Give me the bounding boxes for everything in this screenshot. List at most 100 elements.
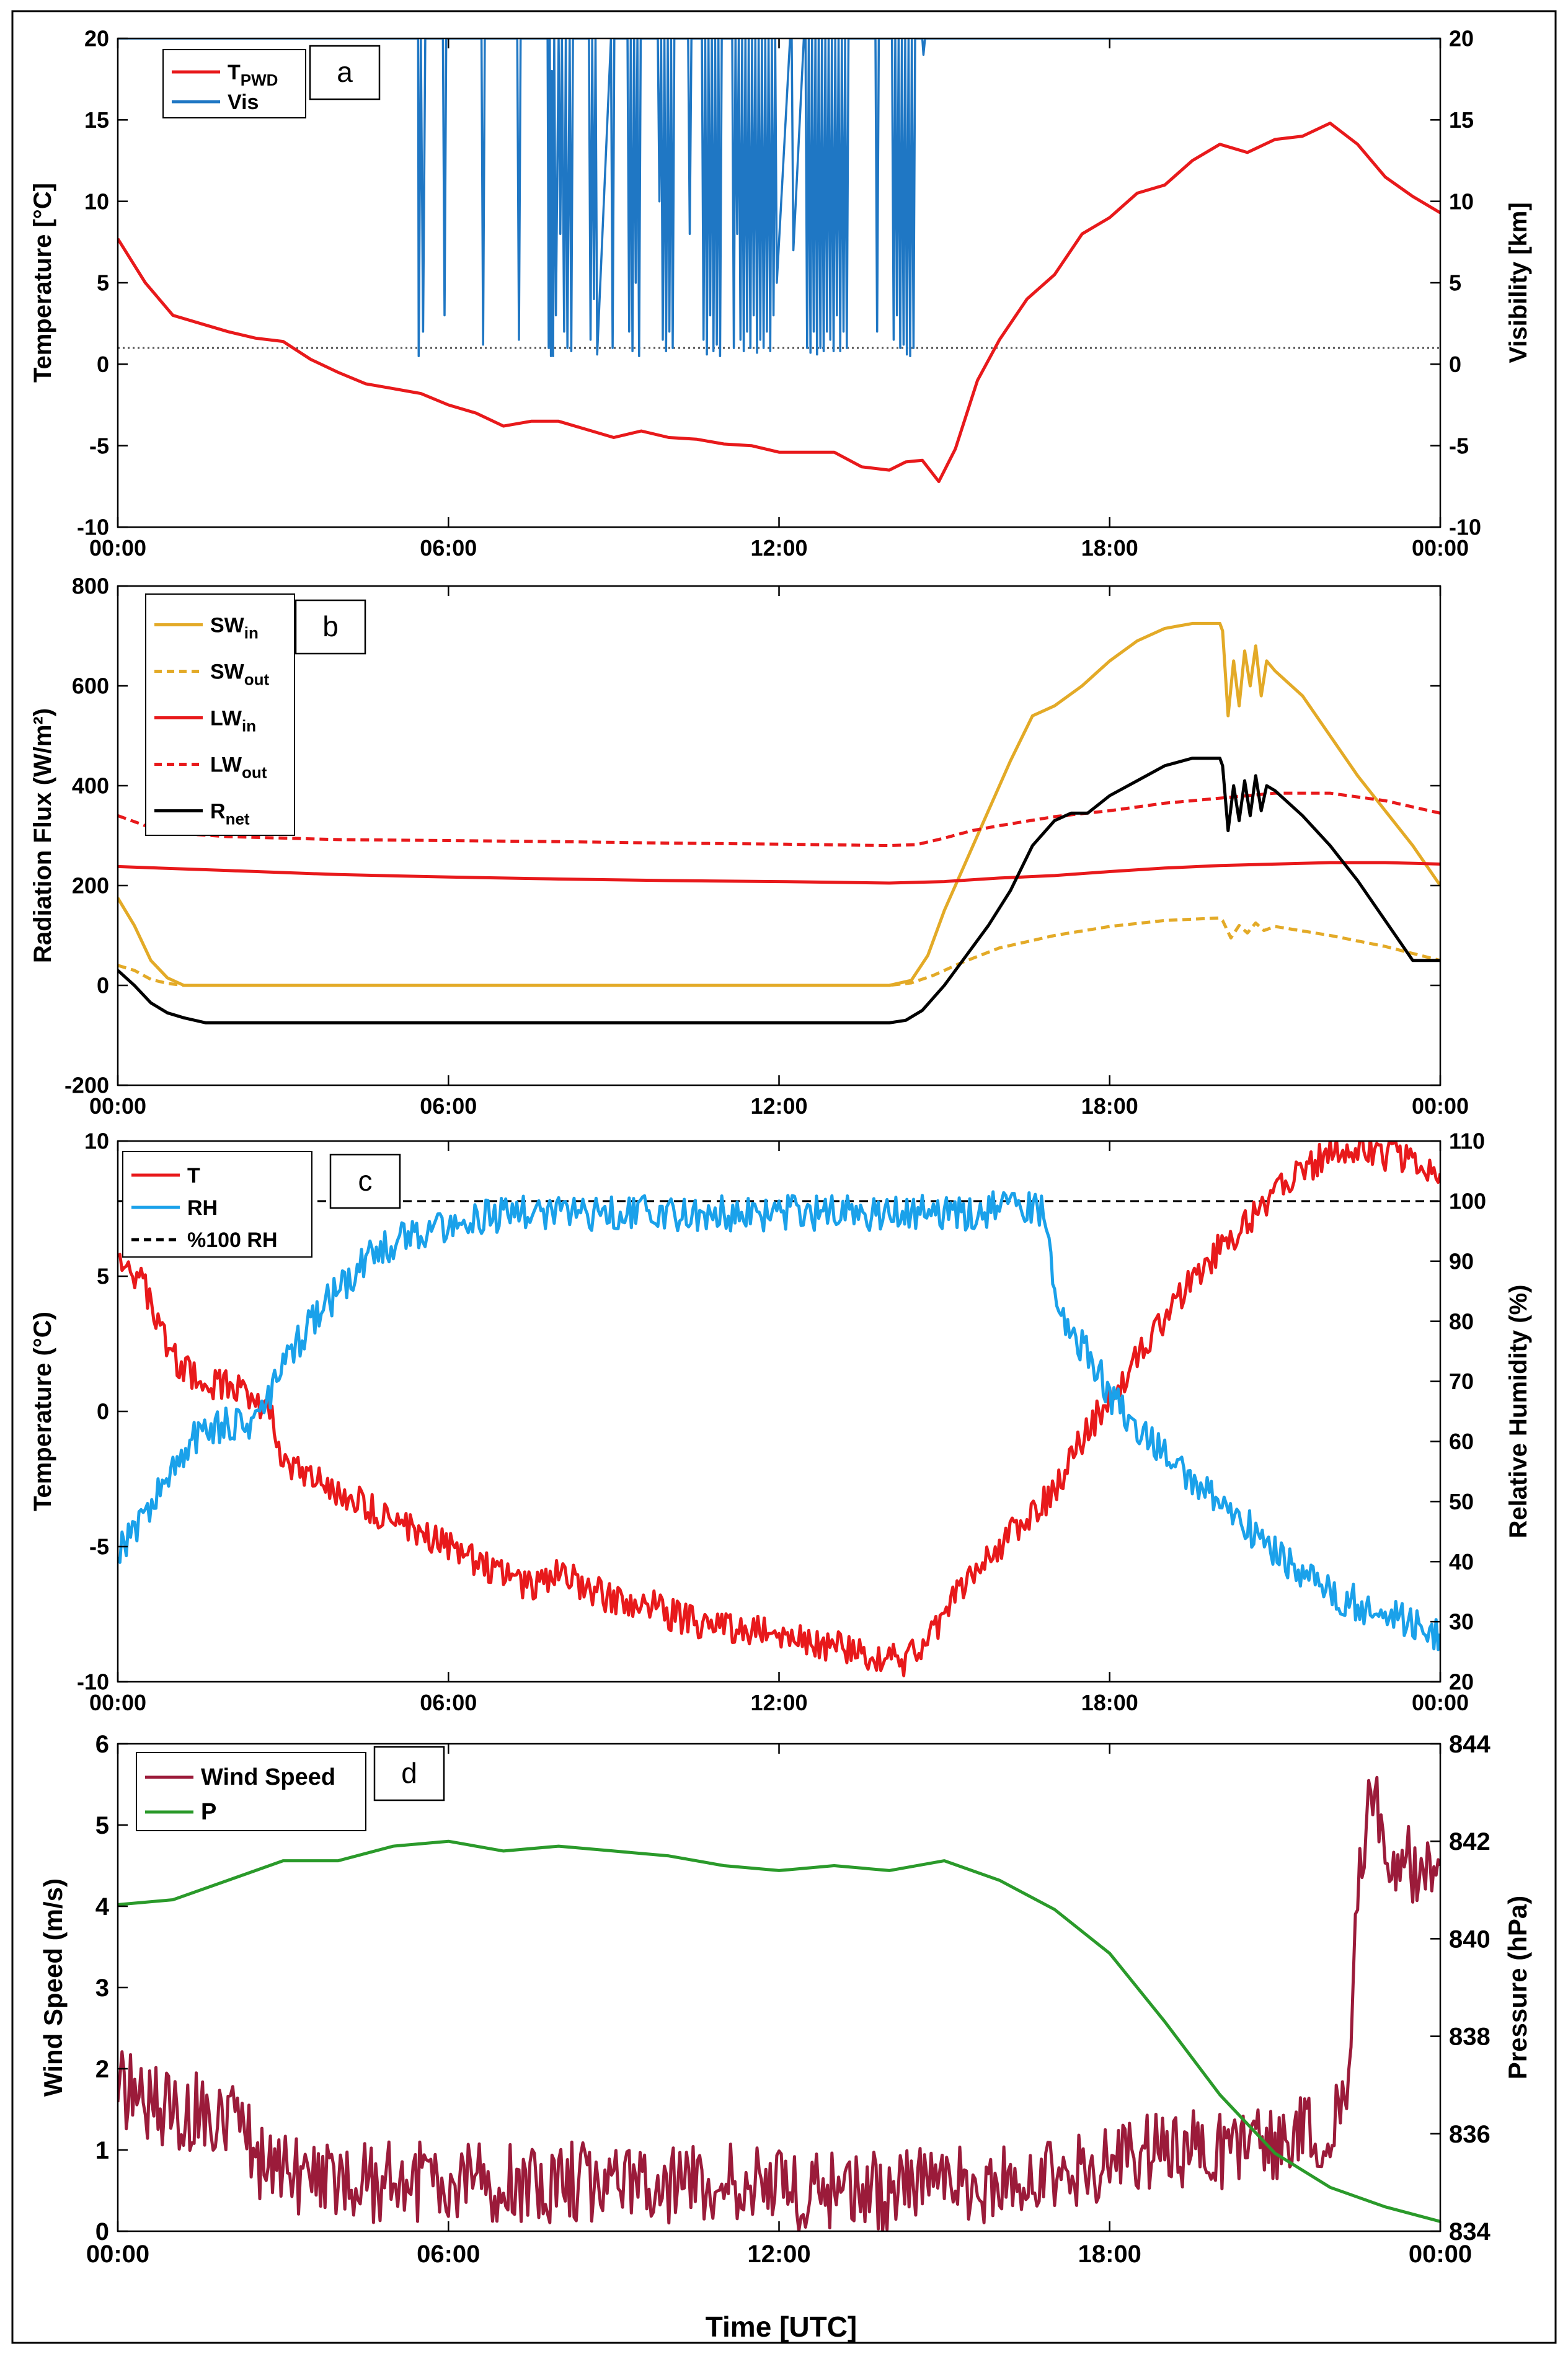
y2-tick-label: 836 bbox=[1449, 2121, 1490, 2148]
x-tick-label: 06:00 bbox=[420, 1093, 477, 1119]
y-axis-label: Temperature [°C] bbox=[29, 183, 56, 383]
panel-label-box bbox=[329, 1153, 401, 1209]
y2-tick-label: 15 bbox=[1449, 107, 1474, 133]
y2-tick-label: 20 bbox=[1449, 26, 1474, 51]
y-tick-label: 5 bbox=[97, 270, 109, 296]
y-tick-label: 0 bbox=[95, 2218, 109, 2245]
legend-box bbox=[145, 593, 295, 836]
y-axis-label: Wind Speed (m/s) bbox=[38, 1878, 68, 2097]
y-tick-label: 400 bbox=[72, 773, 109, 799]
x-tick-label: 06:00 bbox=[420, 1690, 477, 1715]
panel-label-box bbox=[295, 599, 366, 655]
y2-tick-label: 50 bbox=[1449, 1489, 1474, 1514]
series-line-vis bbox=[118, 38, 1440, 357]
series-line-sw-out bbox=[118, 916, 1440, 987]
y2-tick-label: 40 bbox=[1449, 1549, 1474, 1575]
y2-tick-label: 834 bbox=[1449, 2218, 1490, 2245]
series-line-r-net bbox=[118, 757, 1440, 1024]
legend-entry: LWin bbox=[210, 707, 256, 735]
x-tick-label: 12:00 bbox=[750, 535, 807, 561]
y2-tick-label: 30 bbox=[1449, 1609, 1474, 1635]
y-tick-label: -5 bbox=[89, 1534, 109, 1560]
panel-label: b bbox=[322, 610, 339, 642]
figure-border bbox=[11, 10, 1557, 2344]
legend-entry: SWout bbox=[210, 660, 270, 689]
legend-entry: Rnet bbox=[210, 800, 250, 828]
legend-box bbox=[136, 1752, 366, 1831]
legend-entry: Vis bbox=[228, 91, 259, 114]
y-tick-label: 6 bbox=[95, 1731, 109, 1758]
y-tick-label: -200 bbox=[64, 1073, 109, 1098]
y2-tick-label: -5 bbox=[1449, 433, 1469, 458]
x-axis-title: Time [UTC] bbox=[706, 2311, 857, 2343]
y2-tick-label: 70 bbox=[1449, 1369, 1474, 1394]
x-tick-label: 00:00 bbox=[86, 2241, 149, 2268]
y-tick-label: -5 bbox=[89, 433, 109, 458]
panel-label-box bbox=[373, 1746, 445, 1801]
y-axis-label: Radiation Flux (W/m²) bbox=[29, 708, 56, 963]
x-tick-label: 00:00 bbox=[1412, 535, 1469, 561]
legend-box bbox=[162, 49, 306, 118]
x-tick-label: 06:00 bbox=[417, 2241, 480, 2268]
y-tick-label: 20 bbox=[84, 26, 109, 51]
y-tick-label: 0 bbox=[97, 352, 109, 377]
panel-label: d bbox=[401, 1757, 417, 1789]
legend-entry: SWin bbox=[210, 614, 259, 642]
y2-axis-label: Pressure (hPa) bbox=[1503, 1896, 1532, 2079]
y-tick-label: 3 bbox=[95, 1974, 109, 2002]
legend-c: T RH %100 RH bbox=[122, 1151, 312, 1258]
y-tick-label: 10 bbox=[84, 189, 109, 214]
x-tick-label: 00:00 bbox=[89, 535, 146, 561]
x-tick-label: 12:00 bbox=[750, 1690, 807, 1715]
y2-axis-label: Relative Humidity (%) bbox=[1505, 1285, 1532, 1539]
series-line-sw-in bbox=[118, 621, 1440, 987]
y-tick-label: 200 bbox=[72, 873, 109, 899]
x-tick-label: 00:00 bbox=[1409, 2241, 1472, 2268]
chart-panel-b: 00:00 06:00 12:00 18:00 00:00-20002004006008… bbox=[29, 574, 1469, 1119]
y-tick-label: 600 bbox=[72, 673, 109, 699]
y-tick-label: 2 bbox=[95, 2056, 109, 2083]
y2-tick-label: 60 bbox=[1449, 1429, 1474, 1454]
y2-axis-label: Visibility [km] bbox=[1505, 202, 1532, 363]
x-tick-label: 06:00 bbox=[420, 535, 477, 561]
y2-tick-label: 844 bbox=[1449, 1731, 1490, 1758]
y-tick-label: 15 bbox=[84, 107, 109, 133]
legend-box bbox=[122, 1151, 312, 1258]
y-tick-label: 10 bbox=[84, 1129, 109, 1154]
series-line-p bbox=[118, 1839, 1440, 2223]
y2-tick-label: 5 bbox=[1449, 270, 1461, 296]
legend-entry: T bbox=[187, 1164, 200, 1188]
x-tick-label: 12:00 bbox=[747, 2241, 810, 2268]
y-axis-label: Temperature (°C) bbox=[29, 1312, 56, 1511]
x-tick-label: 18:00 bbox=[1081, 535, 1138, 561]
x-tick-label: 00:00 bbox=[1412, 1690, 1469, 1715]
y-tick-label: 0 bbox=[97, 1399, 109, 1424]
y-tick-label: 5 bbox=[95, 1812, 109, 1839]
y2-tick-label: 842 bbox=[1449, 1828, 1490, 1855]
y-tick-label: 4 bbox=[95, 1893, 110, 1921]
legend-d: Wind Speed P bbox=[136, 1752, 366, 1831]
y2-tick-label: 10 bbox=[1449, 189, 1474, 214]
series-line-rh bbox=[118, 1190, 1440, 1651]
y2-tick-label: 840 bbox=[1449, 1925, 1490, 1953]
y2-tick-label: 20 bbox=[1449, 1669, 1474, 1695]
y-tick-label: 0 bbox=[97, 973, 109, 998]
x-tick-label: 00:00 bbox=[1412, 1093, 1469, 1119]
y2-tick-label: 110 bbox=[1449, 1129, 1485, 1154]
y2-tick-label: 90 bbox=[1449, 1248, 1474, 1274]
panel-label: a bbox=[337, 56, 353, 88]
y-tick-label: 5 bbox=[97, 1264, 109, 1289]
chart-panel-d: 00:00 06:00 12:00 18:00 00:00012345683483683… bbox=[38, 1731, 1532, 2268]
legend-entry: %100 RH bbox=[187, 1228, 278, 1252]
y-tick-label: -10 bbox=[77, 515, 109, 540]
legend-b: SWin SWout LWin LWout Rnet bbox=[145, 593, 295, 836]
x-tick-label: 18:00 bbox=[1081, 1690, 1138, 1715]
y-tick-label: 800 bbox=[72, 574, 109, 599]
legend-entry: RH bbox=[187, 1196, 218, 1220]
panel-label-box bbox=[309, 45, 381, 100]
series-line-lw-in bbox=[118, 861, 1440, 885]
series-line-t bbox=[118, 1141, 1440, 1677]
chart-panel-a: 00:00 06:00 12:00 18:00 00:00-10-505101520-1… bbox=[29, 26, 1532, 561]
